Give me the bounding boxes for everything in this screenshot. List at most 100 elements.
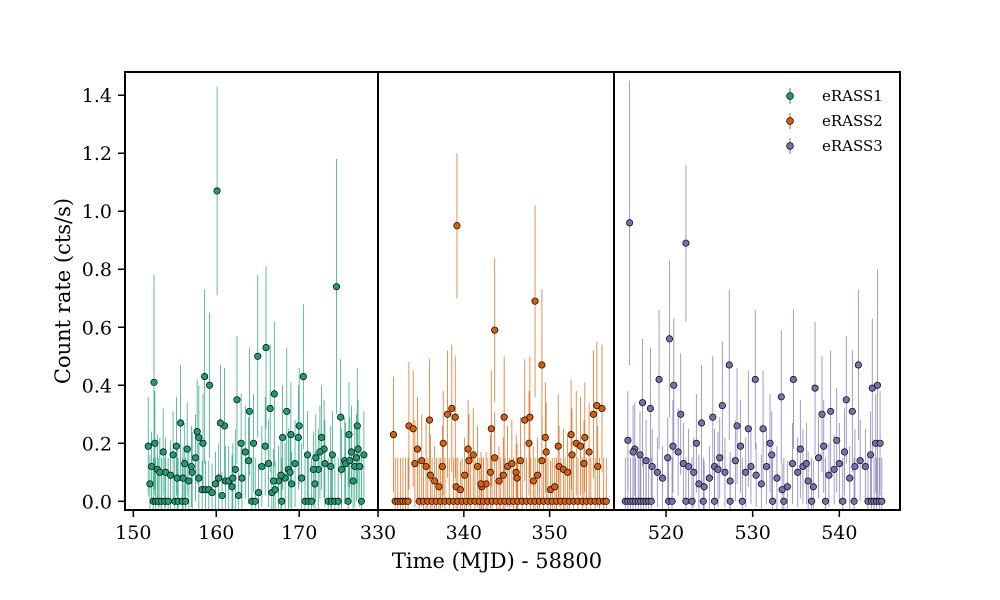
data-point: [789, 375, 797, 384]
data-point: [327, 462, 335, 471]
y-tick-label: 1.2: [82, 143, 112, 165]
data-point: [513, 474, 521, 482]
data-point: [840, 448, 849, 456]
data-point: [811, 384, 819, 392]
data-point: [278, 497, 286, 505]
data-point: [699, 497, 707, 505]
data-point: [389, 431, 397, 439]
data-point: [674, 448, 682, 456]
data-point: [277, 471, 285, 479]
data-point: [251, 497, 259, 505]
data-point: [585, 448, 593, 456]
data-point: [709, 413, 717, 421]
data-point: [648, 462, 656, 471]
data-point: [814, 454, 823, 462]
legend: eRASS1 eRASS2 eRASS3: [786, 87, 883, 155]
data-point: [422, 462, 430, 471]
data-point: [670, 381, 678, 389]
data-point: [534, 471, 542, 479]
data-point: [147, 462, 156, 471]
data-point: [788, 460, 797, 468]
data-point: [636, 451, 644, 459]
y-tick-label: 0.8: [82, 259, 112, 281]
x-axis-title: Time (MJD) - 58800: [392, 549, 602, 573]
panel-2-plot-area: [389, 153, 610, 510]
data-point: [783, 483, 791, 491]
data-point: [312, 454, 320, 462]
data-point: [830, 465, 838, 473]
panel-1-plot-area: [144, 86, 368, 510]
data-point: [213, 187, 221, 195]
data-point: [294, 433, 302, 442]
data-point: [291, 460, 299, 468]
data-point: [861, 462, 869, 471]
data-point: [768, 451, 776, 459]
data-point: [731, 457, 739, 465]
data-point: [726, 477, 734, 485]
data-point: [237, 439, 245, 447]
y-tick-label: 1.4: [82, 85, 112, 107]
data-point: [321, 460, 329, 468]
data-point: [334, 497, 342, 505]
x-tick-label: 170: [281, 522, 317, 544]
data-point: [833, 436, 841, 444]
data-point: [303, 451, 312, 459]
data-point: [835, 460, 843, 468]
data-point: [250, 439, 258, 447]
data-point: [541, 433, 549, 442]
data-point: [718, 402, 726, 410]
data-point: [167, 471, 175, 479]
data-point: [193, 428, 201, 436]
data-point: [690, 468, 698, 476]
data-point: [353, 422, 361, 430]
data-point: [159, 448, 167, 456]
data-point: [195, 474, 203, 482]
x-tick-label: 150: [115, 522, 151, 544]
data-point: [777, 393, 785, 401]
data-point: [856, 457, 864, 465]
data-point: [266, 404, 274, 413]
data-point: [332, 283, 341, 291]
data-point: [747, 462, 755, 471]
points-eRASS3: [621, 219, 886, 505]
x-tick-label: 530: [735, 522, 771, 544]
data-point: [169, 451, 177, 459]
data-point: [435, 483, 443, 491]
axes-layer: 150 160 170 330 340 350 520 530 540 0.0 0.2 0.4 0.6 0…: [82, 71, 901, 544]
data-point: [820, 442, 828, 450]
data-point: [647, 497, 655, 505]
data-point: [486, 468, 494, 476]
data-point: [866, 451, 875, 459]
data-point: [526, 413, 534, 421]
data-point: [456, 486, 464, 494]
data-point: [328, 451, 336, 459]
data-point: [144, 442, 152, 450]
data-point: [356, 462, 364, 471]
data-point: [298, 474, 306, 482]
data-point: [751, 375, 759, 384]
data-point: [846, 474, 854, 482]
data-point: [710, 497, 719, 505]
data-point: [499, 471, 507, 479]
data-point: [229, 474, 237, 482]
data-point: [629, 448, 637, 456]
data-point: [228, 483, 236, 491]
data-point: [700, 483, 708, 491]
data-point: [842, 396, 850, 404]
x-tick-label: 540: [821, 522, 857, 544]
data-point: [744, 425, 752, 433]
legend-marker: [786, 117, 794, 125]
y-tick-label: 1.0: [82, 201, 112, 223]
data-point: [733, 422, 741, 430]
data-point: [684, 462, 693, 471]
data-point: [173, 474, 181, 482]
data-point: [477, 480, 485, 488]
data-point: [404, 497, 412, 505]
data-point: [794, 468, 802, 476]
data-point: [848, 407, 856, 415]
data-point: [352, 454, 360, 462]
data-point: [208, 489, 216, 497]
error-bars-eRASS2: [393, 153, 607, 510]
data-point: [821, 497, 830, 505]
